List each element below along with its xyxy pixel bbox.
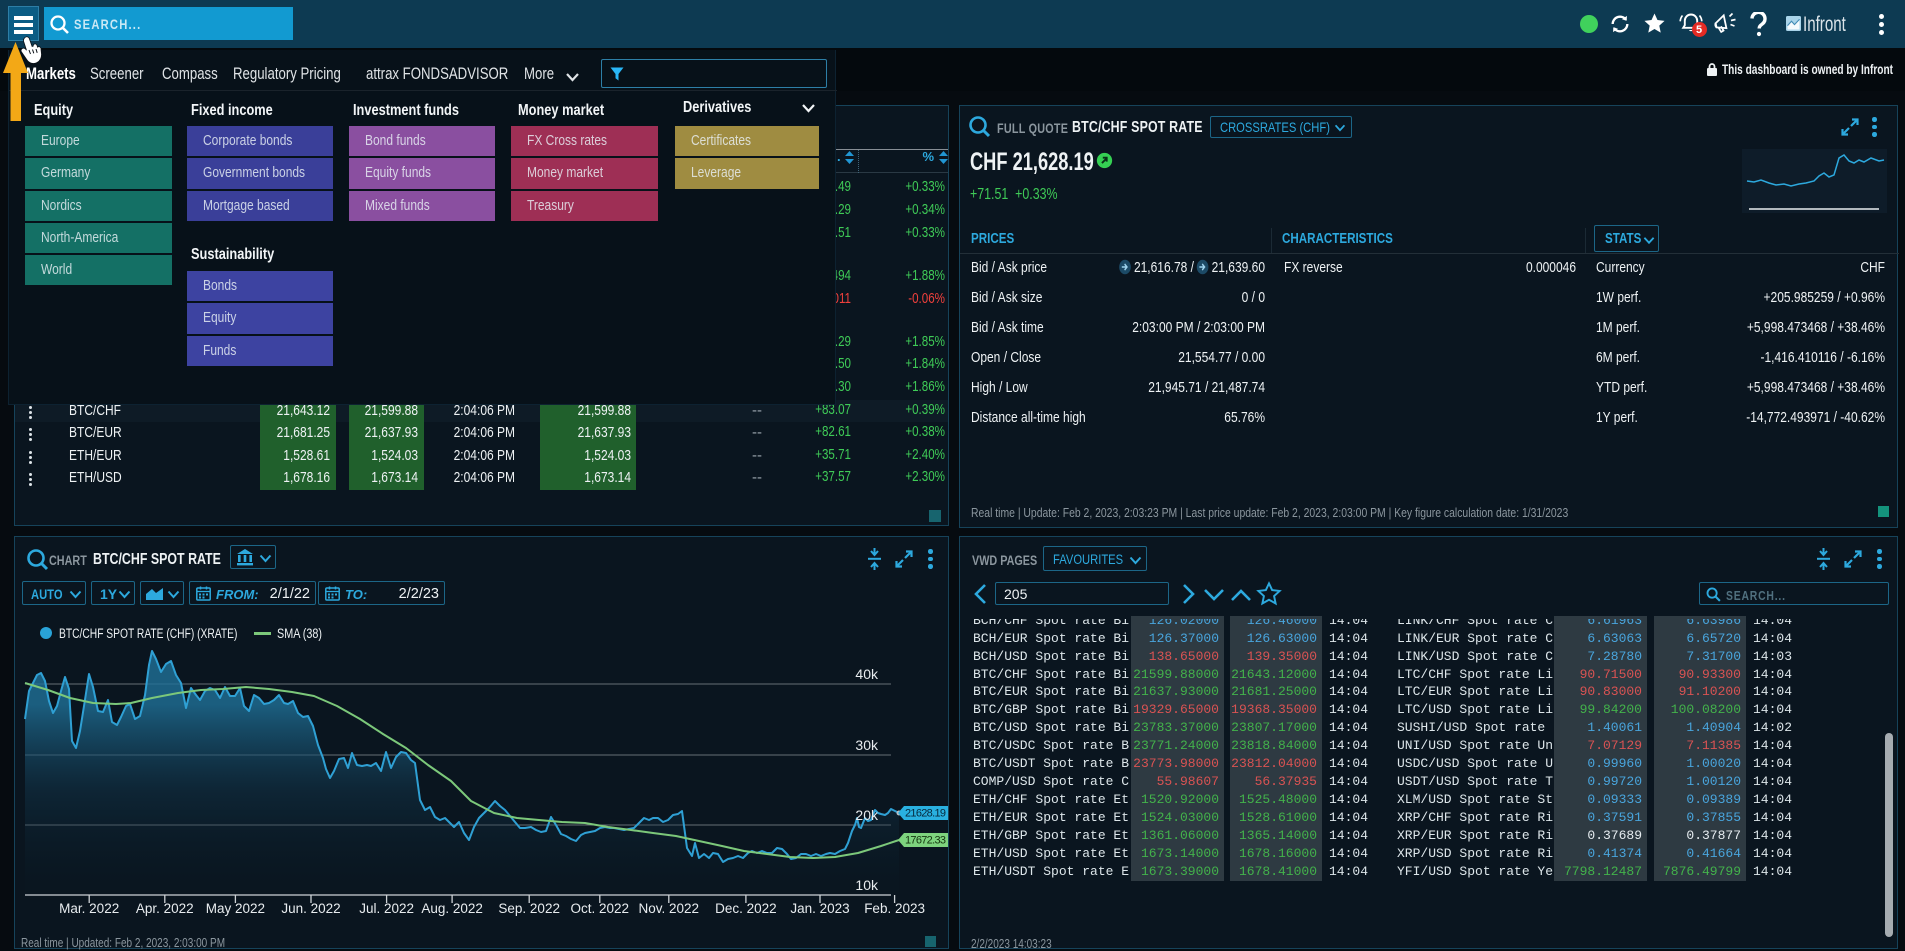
svg-text:30k: 30k <box>855 737 879 753</box>
svg-text:Apr. 2022: Apr. 2022 <box>136 901 194 916</box>
svg-text:Jun. 2022: Jun. 2022 <box>281 901 340 916</box>
svg-text:Feb. 2023: Feb. 2023 <box>864 901 925 916</box>
svg-text:20k: 20k <box>855 807 879 823</box>
svg-text:May 2022: May 2022 <box>206 901 265 916</box>
svg-text:Nov. 2022: Nov. 2022 <box>639 901 700 916</box>
svg-text:21628.19: 21628.19 <box>905 808 946 820</box>
svg-text:17672.33: 17672.33 <box>905 835 946 847</box>
svg-text:10k: 10k <box>855 877 879 893</box>
svg-text:Aug. 2022: Aug. 2022 <box>421 901 483 916</box>
svg-text:Sep. 2022: Sep. 2022 <box>498 901 560 916</box>
svg-text:Mar. 2022: Mar. 2022 <box>59 901 119 916</box>
svg-text:Jan. 2023: Jan. 2023 <box>790 901 849 916</box>
svg-text:Oct. 2022: Oct. 2022 <box>571 901 630 916</box>
svg-text:Dec. 2022: Dec. 2022 <box>715 901 777 916</box>
svg-text:Jul. 2022: Jul. 2022 <box>359 901 414 916</box>
svg-text:40k: 40k <box>855 666 879 682</box>
